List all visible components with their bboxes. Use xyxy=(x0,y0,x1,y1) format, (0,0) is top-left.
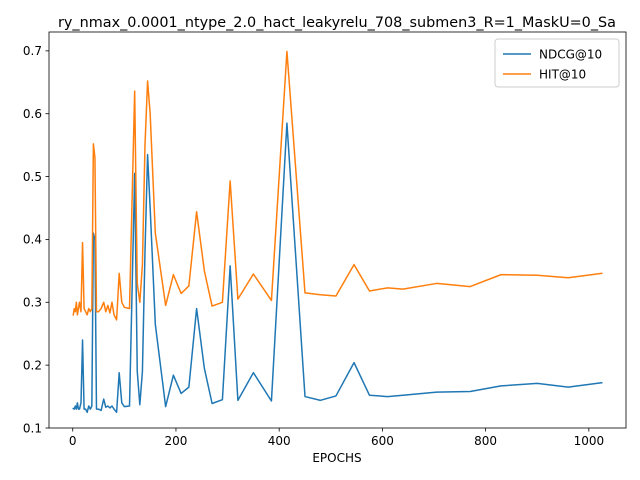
series-line-hit xyxy=(72,50,603,321)
chart-title: ry_nmax_0.0001_ntype_2.0_hact_leakyrelu_… xyxy=(58,15,616,31)
y-tick-label: 0.5 xyxy=(23,170,42,184)
plot-frame xyxy=(48,31,627,429)
x-tick-label: 600 xyxy=(371,434,394,448)
y-axis: 0.1 0.2 0.3 0.4 0.5 0.6 0.7 xyxy=(23,44,49,435)
series-line-ndcg xyxy=(72,122,603,414)
y-tick-label: 0.4 xyxy=(23,233,42,247)
y-tick-label: 0.1 xyxy=(23,421,42,435)
y-tick-label: 0.2 xyxy=(23,358,42,372)
legend-box xyxy=(494,38,620,88)
x-tick-label: 800 xyxy=(474,434,497,448)
x-axis-label: EPOCHS xyxy=(312,451,361,465)
legend: NDCG@10 HIT@10 xyxy=(494,38,620,88)
legend-label: NDCG@10 xyxy=(539,47,602,61)
x-axis: 0 200 400 600 800 1000 xyxy=(69,428,604,448)
series-layer xyxy=(72,50,603,414)
y-tick-label: 0.7 xyxy=(23,44,42,58)
y-tick-label: 0.3 xyxy=(23,296,42,310)
x-tick-label: 1000 xyxy=(574,434,605,448)
x-tick-label: 400 xyxy=(268,434,291,448)
legend-label: HIT@10 xyxy=(539,67,586,81)
x-tick-label: 200 xyxy=(165,434,188,448)
x-tick-label: 0 xyxy=(69,434,77,448)
y-tick-label: 0.6 xyxy=(23,107,42,121)
